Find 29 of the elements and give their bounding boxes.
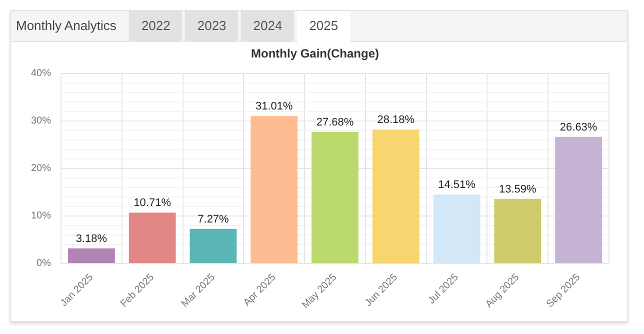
bar — [250, 116, 298, 263]
y-tick-label: 30% — [31, 116, 52, 127]
y-tick-label: 20% — [31, 163, 52, 174]
text: 2022 — [129, 11, 182, 41]
data-label: 13.59% — [499, 183, 537, 196]
bar — [190, 228, 237, 263]
data-label: 14.51% — [438, 179, 476, 192]
data-label: 3.18% — [76, 232, 108, 245]
data-label: 26.63% — [560, 121, 598, 134]
y-tick-label: 0% — [36, 258, 52, 270]
data-label: 31.01% — [255, 100, 293, 113]
bar — [494, 198, 542, 263]
chart-title: Monthly Gain(Change) — [251, 46, 379, 61]
data-label: 27.68% — [316, 116, 354, 128]
bar — [372, 130, 420, 263]
y-tick-label: 10% — [31, 210, 52, 222]
y-tick-label: 40% — [31, 68, 52, 80]
data-label: 10.71% — [134, 197, 172, 210]
data-label: 28.18% — [377, 114, 415, 126]
bar — [128, 212, 176, 263]
bar — [312, 132, 358, 263]
text: 2025 — [297, 11, 350, 42]
text: 2023 — [185, 11, 238, 41]
bar — [433, 194, 480, 263]
data-label: 7.27% — [198, 213, 230, 226]
bar — [555, 136, 602, 263]
text: Monthly Analytics — [15, 17, 118, 35]
bar — [68, 248, 115, 263]
text: 2024 — [241, 11, 294, 41]
